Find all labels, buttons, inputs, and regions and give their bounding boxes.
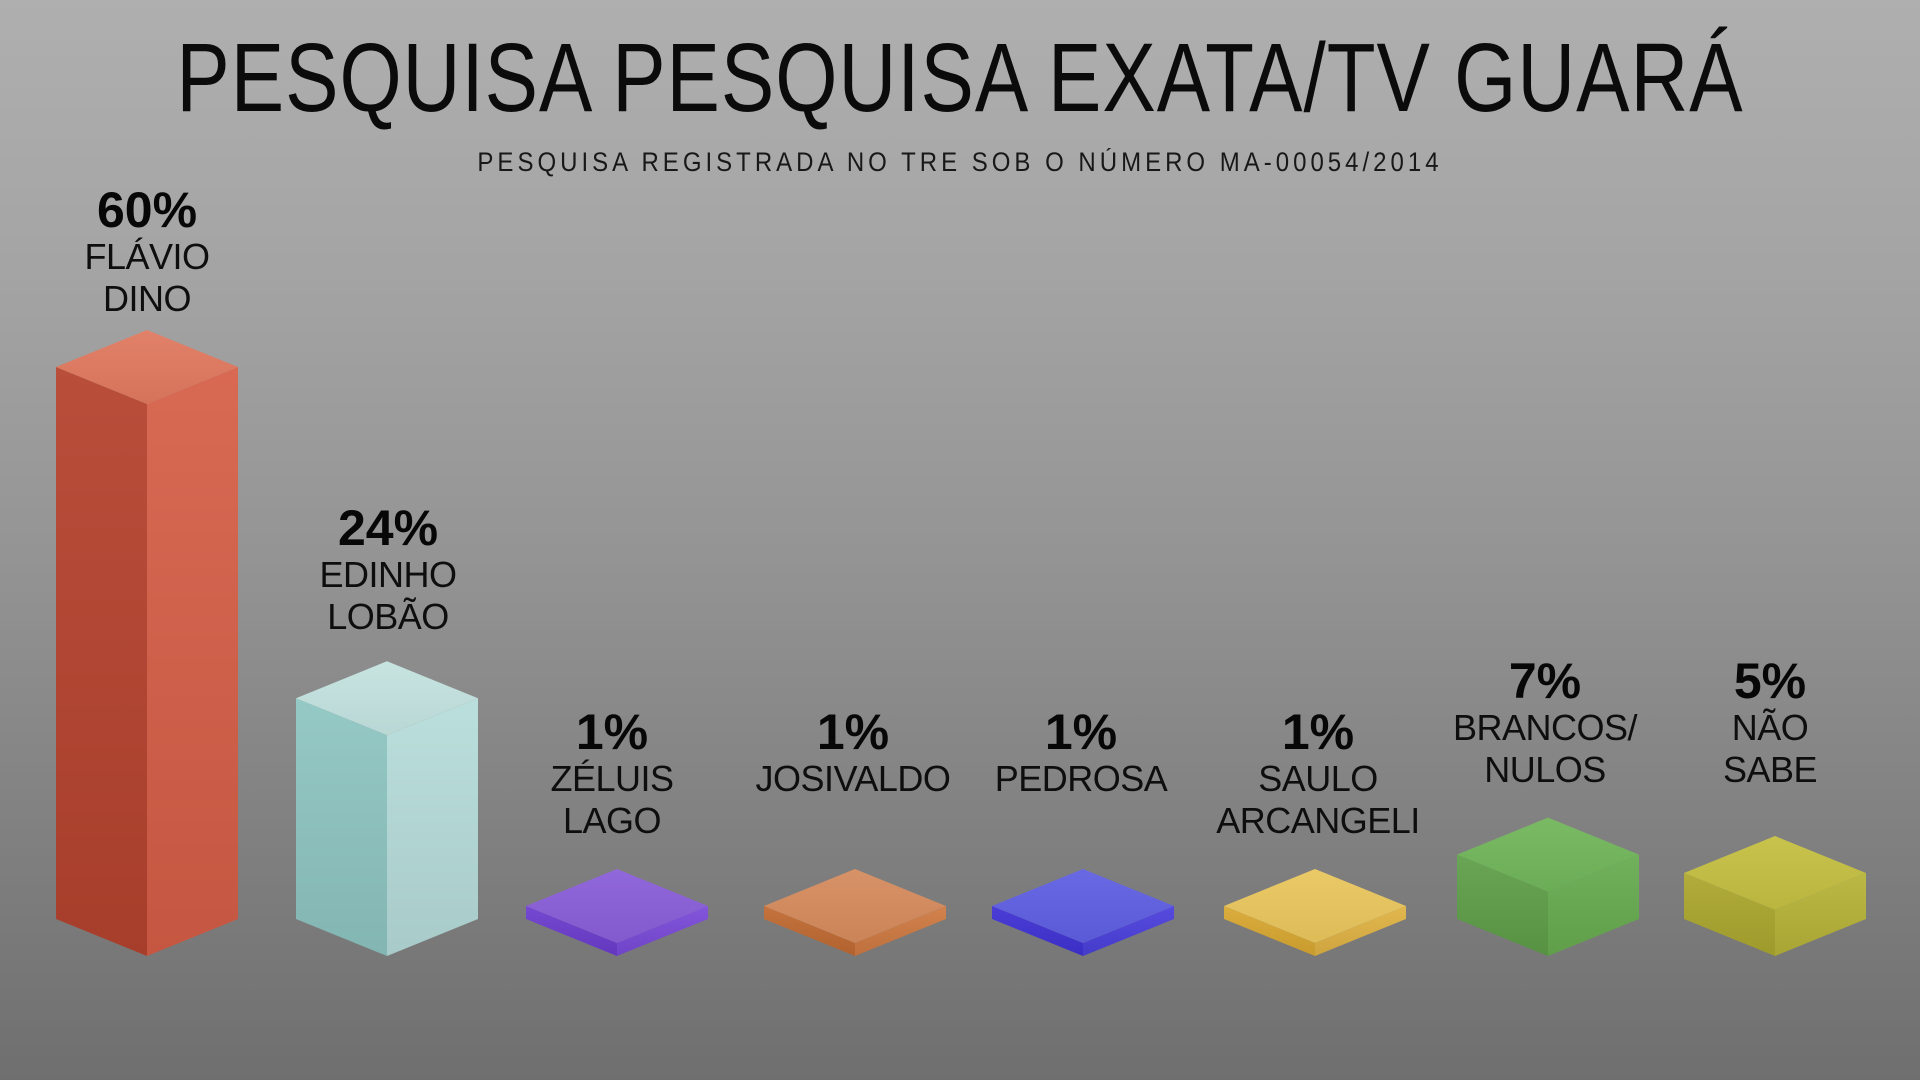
- bar-4-top-face: [992, 869, 1174, 943]
- bar-name-line: NULOS: [1484, 749, 1606, 790]
- bar-name-line: DINO: [103, 278, 192, 319]
- bar-5-top-face: [1224, 869, 1406, 943]
- bar-4-left-face: [992, 906, 1083, 956]
- bar-name-line: ZÉLUIS: [550, 758, 674, 799]
- bar-value: 5%: [1733, 653, 1807, 709]
- bar-label-edinho-lobao: 24% EDINHO LOBÃO: [228, 502, 548, 638]
- bar-3-right-face: [855, 906, 946, 956]
- bar-value: 1%: [816, 704, 890, 760]
- bar-label-josivaldo: 1% JOSIVALDO: [693, 706, 1013, 800]
- page-title: PESQUISA PESQUISA EXATA/TV GUARÁ: [176, 23, 1744, 132]
- bar-6-top-face: [1457, 817, 1639, 892]
- bar-6-right-face: [1548, 854, 1639, 956]
- bar-name-line: PEDROSA: [994, 758, 1168, 799]
- bar-0-top-face: [56, 330, 238, 404]
- bar-label-brancos-nulos: 7% BRANCOS/ NULOS: [1385, 655, 1705, 791]
- bar-name-line: FLÁVIO: [84, 236, 210, 277]
- bar-1-top-face: [296, 661, 478, 736]
- bar-value: 1%: [1044, 704, 1118, 760]
- bar-name-line: LAGO: [562, 800, 662, 841]
- bar-4-right-face: [1083, 906, 1174, 956]
- bar-value: 1%: [575, 704, 649, 760]
- bar-name-line: BRANCOS/: [1452, 707, 1638, 748]
- bar-name-line: ARCANGELI: [1216, 800, 1420, 841]
- bar-value: 7%: [1508, 653, 1582, 709]
- bar-1-right-face: [387, 698, 478, 956]
- bar-label-pedrosa: 1% PEDROSA: [921, 706, 1241, 800]
- bar-0-left-face: [56, 367, 147, 956]
- bar-value: 60%: [96, 182, 198, 238]
- bar-label-nao-sabe: 5% NÃO SABE: [1610, 655, 1920, 791]
- bar-value: 24%: [337, 500, 439, 556]
- bar-label-saulo-arcangeli: 1% SAULO ARCANGELI: [1158, 706, 1478, 842]
- bar-7-right-face: [1775, 873, 1866, 956]
- bar-2-right-face: [617, 906, 708, 956]
- bar-value: 1%: [1281, 704, 1355, 760]
- bar-6-left-face: [1457, 854, 1548, 956]
- bar-7-top-face: [1684, 836, 1866, 910]
- bar-2-top-face: [526, 869, 708, 943]
- bar-name-line: SAULO: [1258, 758, 1378, 799]
- bar-7-left-face: [1684, 873, 1775, 956]
- bar-5-left-face: [1224, 906, 1315, 956]
- bar-label-zeluis-lago: 1% ZÉLUIS LAGO: [452, 706, 772, 842]
- bar-2-left-face: [526, 906, 617, 956]
- bar-label-flavio-dino: 60% FLÁVIO DINO: [0, 184, 307, 320]
- bar-1-left-face: [296, 698, 387, 956]
- bar-5-right-face: [1315, 906, 1406, 956]
- bar-name-line: NÃO: [1731, 707, 1809, 748]
- bar-name-line: SABE: [1722, 749, 1818, 790]
- page-subtitle: PESQUISA REGISTRADA NO TRE SOB O NÚMERO …: [477, 148, 1443, 178]
- bar-3-left-face: [764, 906, 855, 956]
- bar-0-right-face: [147, 367, 238, 956]
- bar-name-line: EDINHO: [319, 554, 457, 595]
- bar-3-top-face: [764, 869, 946, 943]
- bar-name-line: LOBÃO: [327, 596, 449, 637]
- bar-name-line: JOSIVALDO: [755, 758, 951, 799]
